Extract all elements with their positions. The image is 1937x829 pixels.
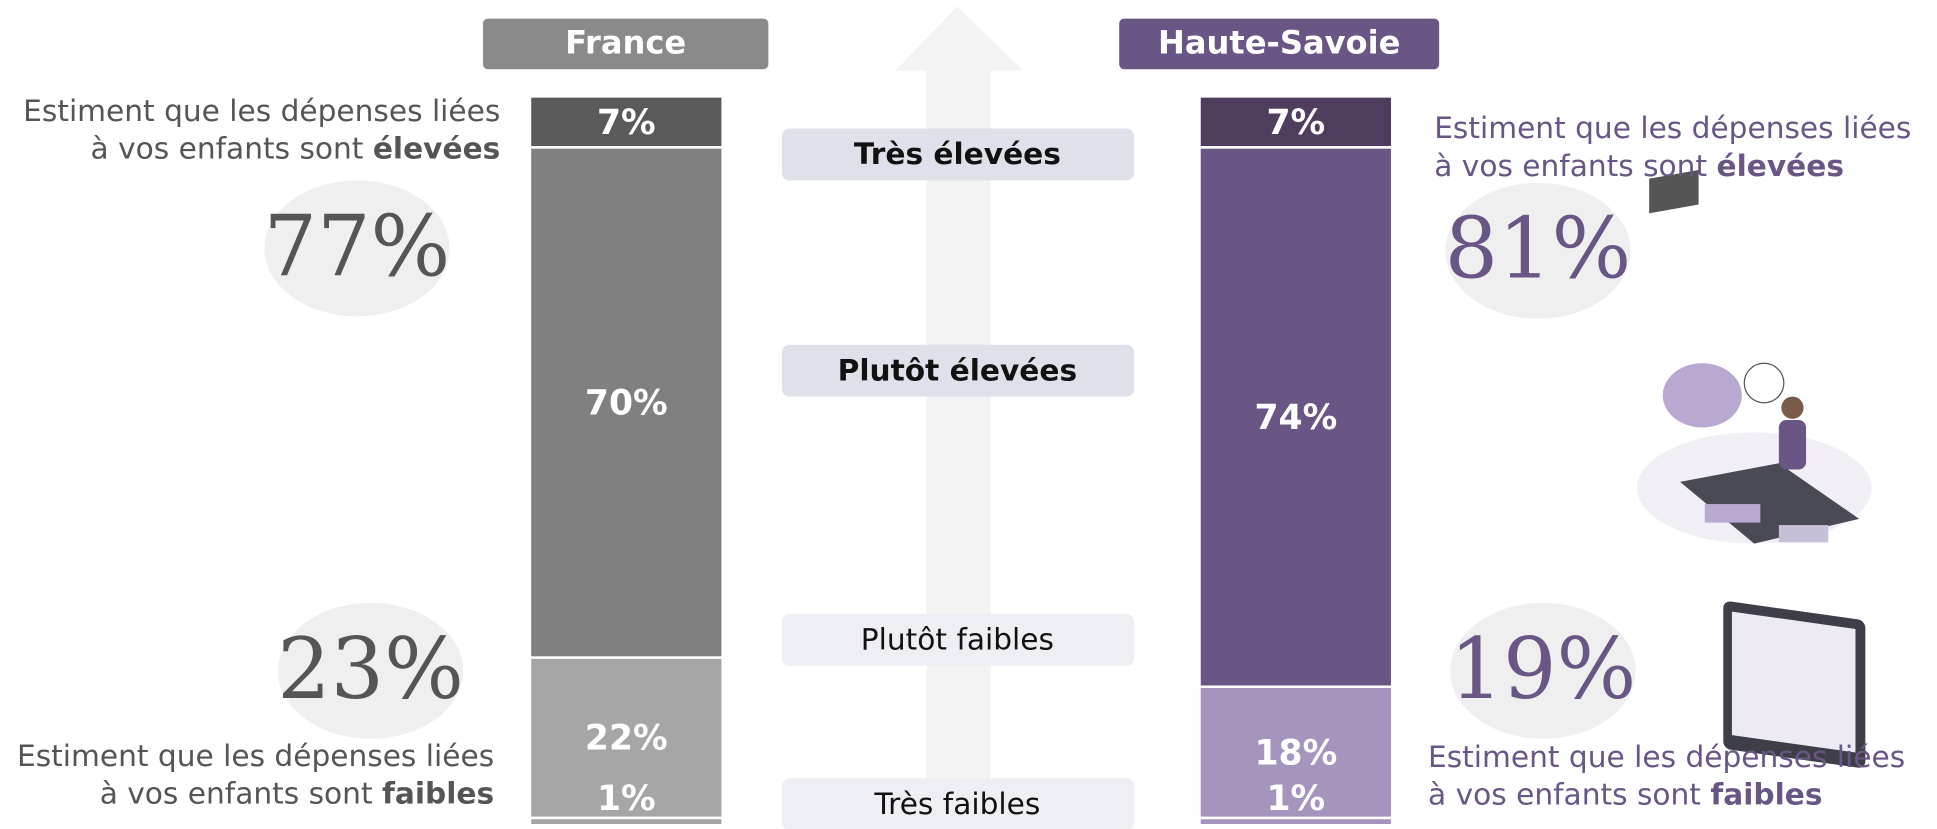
caption-emphasis: faibles xyxy=(1710,776,1822,811)
caption-line: à vos enfants sont élevées xyxy=(91,130,501,165)
category-header xyxy=(483,18,769,70)
bar-segment xyxy=(1198,95,1394,149)
legend-label: Très élevées xyxy=(854,136,1061,171)
caption-emphasis: élevées xyxy=(373,130,500,165)
bar-segment xyxy=(528,146,724,659)
value-label: 70% xyxy=(585,383,668,423)
value-label: 7% xyxy=(597,103,656,143)
bar-segment xyxy=(1198,816,1394,827)
caption-text: à vos enfants sont xyxy=(1434,147,1707,182)
caption-space xyxy=(1701,776,1710,811)
caption-line: à vos enfants sont élevées xyxy=(1434,147,1844,182)
legend-box xyxy=(781,128,1135,181)
bar-segment xyxy=(528,656,724,820)
value-label: 1% xyxy=(1267,779,1326,819)
bar-segment xyxy=(1198,685,1394,820)
caption-space xyxy=(373,775,382,810)
summary-bubble xyxy=(277,602,464,739)
caption-line: Estiment que les dépenses liées xyxy=(23,93,500,128)
value-label: 18% xyxy=(1254,733,1337,773)
caption-line: Estiment que les dépenses liées xyxy=(17,738,494,773)
caption-line: à vos enfants sont faibles xyxy=(100,775,494,810)
bar-segment xyxy=(528,816,724,827)
summary-bubble xyxy=(1450,602,1636,739)
category-header xyxy=(1119,18,1440,70)
value-label: 7% xyxy=(1267,103,1326,143)
illustration xyxy=(1636,169,1872,768)
caption-text: à vos enfants sont xyxy=(1428,776,1701,811)
legend-box xyxy=(781,344,1135,397)
value-label: 74% xyxy=(1254,398,1337,438)
caption-text: à vos enfants sont xyxy=(100,775,373,810)
summary-value: 77% xyxy=(264,197,451,295)
value-label: 1% xyxy=(597,779,656,819)
legend-box xyxy=(781,614,1135,666)
summary-value: 23% xyxy=(277,620,464,718)
bar-segment xyxy=(1198,146,1394,689)
summary-bubble xyxy=(1445,182,1631,319)
category-label: Haute-Savoie xyxy=(1158,24,1400,62)
caption-emphasis: élevées xyxy=(1717,147,1844,182)
caption-line: Estiment que les dépenses liées xyxy=(1428,739,1905,774)
summary-value: 19% xyxy=(1450,620,1637,718)
caption-emphasis: faibles xyxy=(382,775,494,810)
summary-bubble xyxy=(264,180,450,317)
legend-label: Plutôt faibles xyxy=(861,622,1054,657)
legend-label: Plutôt élevées xyxy=(838,352,1077,387)
category-label: France xyxy=(565,24,686,62)
summary-value: 81% xyxy=(1445,200,1632,298)
value-label: 22% xyxy=(585,719,668,759)
caption-line: à vos enfants sont faibles xyxy=(1428,776,1822,811)
caption-space xyxy=(363,130,372,165)
legend-box xyxy=(781,778,1135,829)
caption-text: à vos enfants sont xyxy=(91,130,364,165)
legend-label: Très faibles xyxy=(873,786,1040,821)
caption-space xyxy=(1707,147,1716,182)
caption-line: Estiment que les dépenses liées xyxy=(1434,110,1911,145)
